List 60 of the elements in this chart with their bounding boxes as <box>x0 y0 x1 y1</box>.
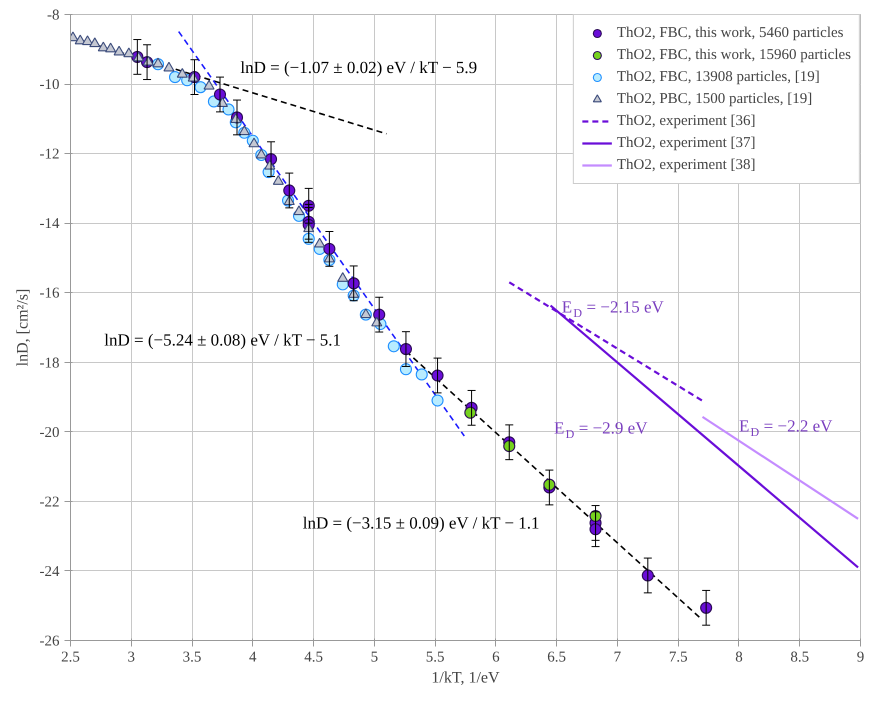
x-tick-label: 5.5 <box>426 650 444 666</box>
x-tick-label: 8.5 <box>790 650 810 666</box>
point <box>114 46 125 56</box>
point <box>89 37 100 48</box>
point <box>293 205 305 216</box>
x-tick-label: 7 <box>614 650 622 666</box>
y-tick-label: -22 <box>40 494 60 510</box>
annotation: lnD = (−1.07 ± 0.02) eV / kT − 5.9 <box>240 58 478 78</box>
x-tick-label: 9 <box>856 650 864 666</box>
point <box>256 148 267 158</box>
legend-label: ThO2, FBC, this work, 15960 particles <box>616 46 851 64</box>
x-tick-label: 3 <box>128 650 136 666</box>
y-axis-title: lnD, [cm²/s] <box>14 288 32 366</box>
point <box>176 68 188 78</box>
point <box>314 238 326 248</box>
x-tick-label: 6.5 <box>547 650 566 666</box>
x-tick-label: 7.5 <box>668 650 688 666</box>
y-tick-label: -12 <box>40 146 60 163</box>
point <box>360 308 372 318</box>
point <box>105 42 116 52</box>
point <box>337 272 348 282</box>
y-tick-label: -18 <box>40 355 60 372</box>
x-tick-label: 4.5 <box>304 650 323 666</box>
legend-label: ThO2, FBC, 13908 particles, [19] <box>616 68 820 86</box>
y-tick-label: -26 <box>40 634 60 650</box>
y-tick-label: -16 <box>40 286 60 302</box>
point <box>416 368 428 380</box>
x-tick-label: 2.5 <box>61 650 80 666</box>
legend-label: ThO2, experiment [36] <box>616 112 756 130</box>
point <box>248 138 260 148</box>
point <box>204 80 215 90</box>
point <box>194 81 207 94</box>
point <box>272 175 284 185</box>
x-axis-title: 1/kT, 1/eV <box>431 670 500 686</box>
point <box>98 42 109 52</box>
legend-label: ThO2, PBC, 1500 particles, [19] <box>616 90 812 108</box>
point <box>123 47 134 58</box>
point <box>238 125 250 136</box>
x-tick-label: 5 <box>370 650 378 666</box>
y-tick-label: -14 <box>40 216 60 232</box>
legend-label: ThO2, experiment [38] <box>616 156 756 174</box>
x-tick-label: 8 <box>735 650 743 666</box>
y-tick-label: -8 <box>47 8 60 24</box>
legend-label: ThO2, FBC, this work, 5460 particles <box>616 24 844 42</box>
x-tick-label: 4 <box>249 650 258 666</box>
x-tick-label: 6 <box>492 650 500 666</box>
point <box>163 62 174 72</box>
y-tick-label: -20 <box>40 424 60 441</box>
y-tick-label: -24 <box>40 564 60 580</box>
point <box>388 340 400 352</box>
point <box>216 97 228 107</box>
annotation: lnD = (−5.24 ± 0.08) eV / kT − 5.1 <box>104 330 342 350</box>
point <box>222 103 235 116</box>
legend-label: ThO2, experiment [37] <box>616 134 756 152</box>
point <box>82 35 94 46</box>
y-tick-label: -10 <box>40 77 60 94</box>
point <box>152 58 164 68</box>
point <box>431 394 444 407</box>
annotation: lnD = (−3.15 ± 0.09) eV / kT − 1.1 <box>302 513 540 532</box>
x-tick-label: 3.5 <box>182 650 202 666</box>
